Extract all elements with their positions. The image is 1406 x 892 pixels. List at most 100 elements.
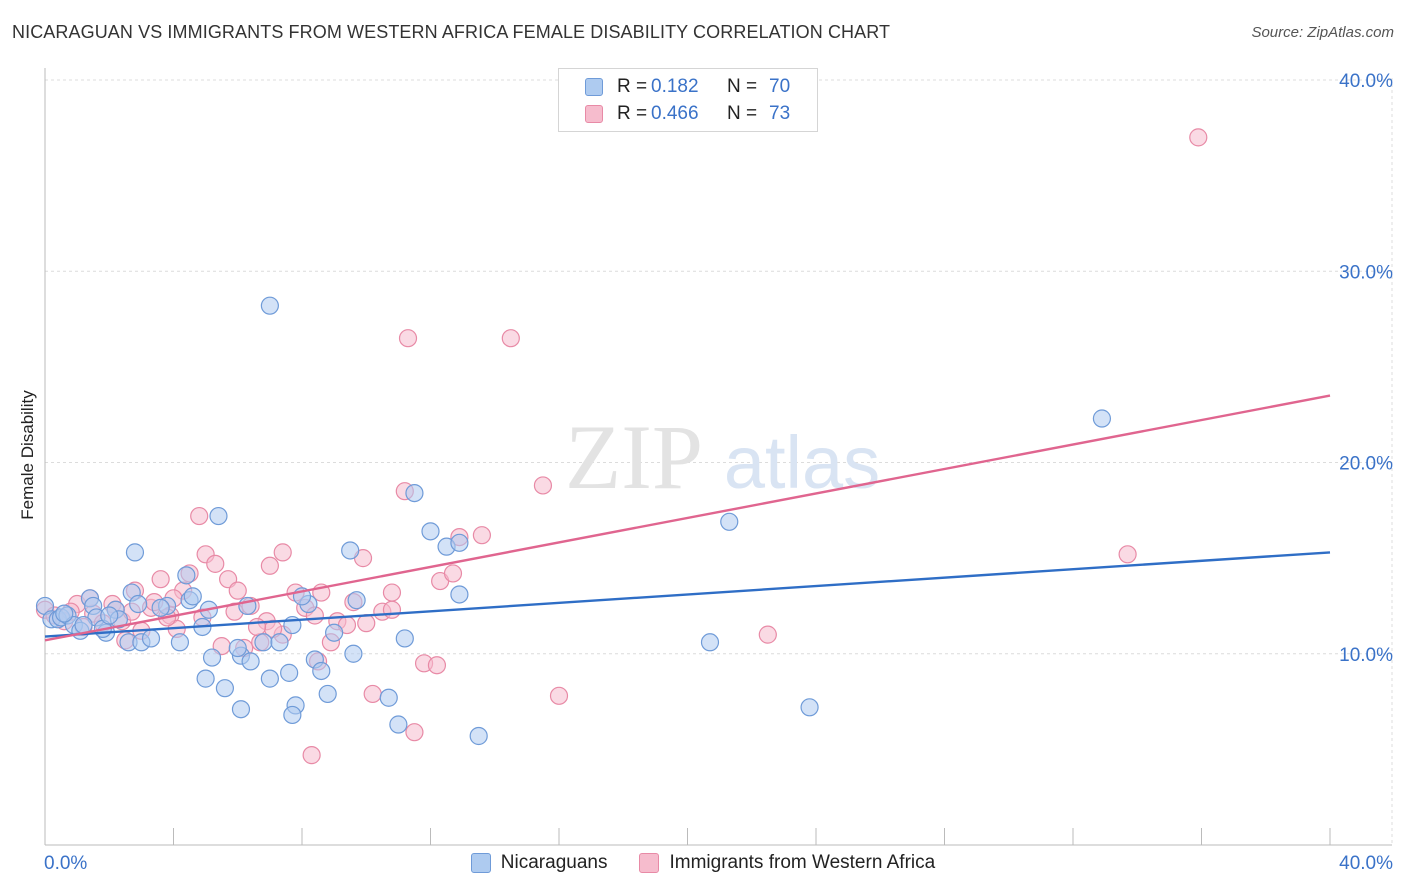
point-nicaraguans (129, 594, 148, 614)
point-nicaraguans (177, 566, 196, 585)
legend-n-label: N = (727, 103, 758, 124)
point-nicaraguans (325, 623, 344, 642)
point-western-africa (382, 600, 402, 619)
legend-swatch-blue (470, 853, 491, 873)
stats-legend: R = 0.182 N = 70 R = 0.466 N = 73 (558, 68, 818, 132)
point-western-africa (405, 723, 424, 742)
gridlines (45, 78, 1393, 845)
point-nicaraguans (318, 684, 337, 704)
point-nicaraguans (151, 598, 170, 617)
point-western-africa (1189, 128, 1208, 147)
legend-label-nicaraguans: Nicaraguans (500, 852, 608, 873)
point-western-africa (472, 526, 491, 545)
watermark-zip: ZIP (565, 406, 703, 508)
point-nicaraguans (280, 663, 299, 682)
trend-lines (44, 394, 1331, 642)
point-nicaraguans (283, 705, 302, 725)
point-nicaraguans (379, 688, 398, 707)
legend-r-value: 0.466 (651, 103, 699, 124)
point-nicaraguans (270, 633, 289, 652)
point-nicaraguans (141, 629, 161, 648)
point-nicaraguans (170, 633, 190, 652)
point-western-africa (1118, 545, 1137, 564)
tick-labels: 10.0% 20.0% 30.0% 40.0% 0.0% 40.0% (44, 71, 1393, 874)
y-tick-label: 20.0% (1339, 454, 1393, 475)
trend-line-nicaraguans (44, 551, 1331, 638)
point-nicaraguans (260, 669, 279, 688)
trend-line-western-africa (44, 394, 1331, 642)
point-nicaraguans (469, 726, 488, 746)
point-western-africa (398, 329, 418, 348)
point-nicaraguans (421, 522, 440, 541)
point-nicaraguans (215, 679, 234, 698)
legend-swatch-blue (585, 78, 603, 96)
x-tick-label-min: 0.0% (44, 853, 87, 874)
legend-label-western-africa: Immigrants from Western Africa (669, 852, 936, 873)
point-nicaraguans (347, 591, 366, 610)
series-nicaraguans-points (35, 296, 1112, 746)
point-western-africa (302, 746, 321, 765)
point-western-africa (247, 617, 267, 637)
point-nicaraguans (700, 633, 720, 652)
point-nicaraguans (800, 698, 819, 717)
point-nicaraguans (344, 644, 363, 663)
point-nicaraguans (231, 700, 251, 719)
point-western-africa (273, 543, 292, 562)
point-western-africa (427, 656, 447, 675)
point-nicaraguans (312, 661, 331, 681)
point-nicaraguans (450, 533, 469, 552)
point-nicaraguans (202, 648, 222, 667)
point-nicaraguans (395, 629, 414, 648)
point-western-africa (549, 686, 569, 705)
point-nicaraguans (125, 543, 145, 562)
point-nicaraguans (183, 587, 202, 606)
legend-r-label: R = (617, 76, 648, 97)
point-nicaraguans (450, 585, 469, 604)
point-nicaraguans (389, 715, 408, 734)
watermark-atlas: atlas (724, 421, 880, 504)
series-legend: Nicaraguans Immigrants from Western Afri… (0, 852, 1406, 874)
point-nicaraguans (1092, 409, 1112, 428)
point-nicaraguans (209, 506, 228, 526)
point-western-africa (501, 329, 520, 348)
y-tick-label: 40.0% (1339, 71, 1393, 92)
y-tick-label: 30.0% (1339, 262, 1393, 283)
point-nicaraguans (196, 669, 215, 688)
y-tick-label: 10.0% (1339, 645, 1393, 666)
point-western-africa (151, 570, 170, 589)
watermark: ZIP atlas (565, 406, 880, 508)
point-nicaraguans (260, 296, 279, 315)
legend-n-label: N = (727, 76, 758, 97)
point-nicaraguans (405, 484, 424, 503)
point-western-africa (190, 506, 209, 526)
point-western-africa (357, 614, 376, 633)
point-western-africa (228, 581, 247, 600)
legend-n-value: 70 (769, 76, 791, 97)
point-western-africa (443, 564, 463, 583)
legend-item-western-africa[interactable]: Immigrants from Western Africa (639, 852, 935, 874)
point-western-africa (363, 684, 382, 704)
point-nicaraguans (100, 606, 119, 625)
point-western-africa (260, 556, 279, 575)
point-western-africa (533, 476, 553, 495)
legend-r-value: 0.182 (651, 76, 699, 97)
legend-swatch-pink (639, 853, 660, 873)
chart-title: NICARAGUAN VS IMMIGRANTS FROM WESTERN AF… (12, 22, 891, 42)
source-label: Source: ZipAtlas.com (1251, 24, 1394, 41)
legend-n-value: 73 (769, 103, 791, 124)
point-nicaraguans (228, 638, 247, 658)
point-nicaraguans (55, 604, 74, 623)
point-nicaraguans (254, 633, 273, 652)
legend-swatch-pink (585, 105, 603, 123)
legend-r-label: R = (617, 103, 648, 124)
axes (44, 68, 1392, 846)
legend-row-western-africa: R = 0.466 N = 73 (585, 102, 790, 126)
point-western-africa (382, 583, 402, 602)
legend-item-nicaraguans[interactable]: Nicaraguans (470, 852, 608, 874)
legend-row-nicaraguans: R = 0.182 N = 70 (585, 75, 790, 99)
point-nicaraguans (341, 541, 360, 560)
point-nicaraguans (720, 512, 739, 531)
point-western-africa (206, 554, 225, 573)
point-nicaraguans (241, 652, 260, 671)
